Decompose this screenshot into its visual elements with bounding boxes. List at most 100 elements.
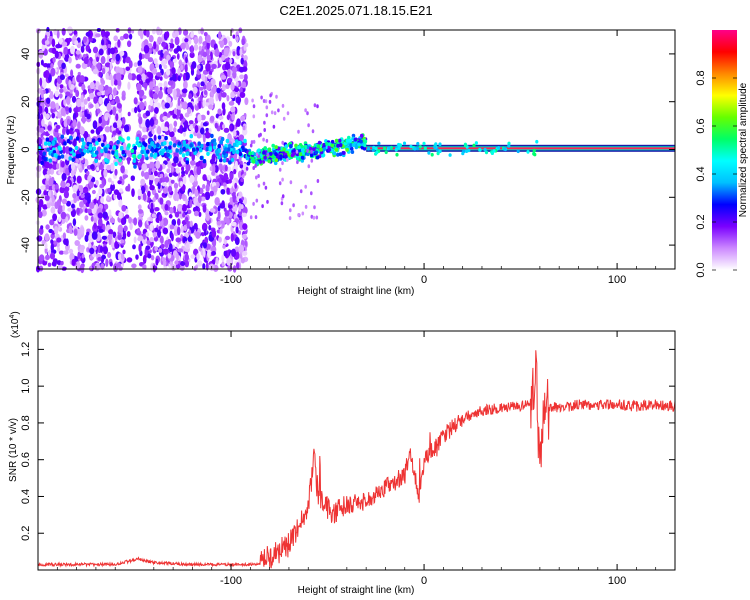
spectrogram-cell [140,32,144,40]
spectrogram-cell [185,151,189,156]
spectrogram-cell [351,143,356,147]
spectrogram-cell [68,248,74,254]
spectrogram-y-axis-label: Frequency (Hz) [6,116,17,185]
spectrogram-cell [197,260,203,267]
spectrogram-cell [231,66,238,73]
spectrogram-cell [56,29,60,39]
spectrogram-cell [241,233,248,240]
spectrogram-cell [83,148,87,154]
spectrogram-cell [79,126,85,136]
spectrogram-cell [228,160,232,165]
spectrogram-cell [101,79,106,85]
spectrogram-cell [145,110,151,117]
spectrogram-cell [288,216,292,221]
spectrogram-cell [220,74,227,80]
spectrogram-cell [200,143,204,149]
spectrogram-cell [316,144,321,149]
spectrogram-cell [148,35,154,43]
spectrogram-cell [142,82,148,88]
spectrogram-cell [138,153,142,159]
spectrogram-cell [171,219,177,226]
spectrogram-cell [229,125,233,131]
spectrogram-cell [233,168,237,175]
spectrogram-cell [172,143,177,148]
spectrogram-cell [366,147,371,151]
spectrogram-cell [168,131,175,138]
spectrogram-cell [214,197,220,206]
spectrogram-cell [94,263,101,271]
spectrogram-cell [182,175,187,185]
spectrogram-cell [73,228,78,236]
spectrogram-cell [232,149,236,155]
spectrogram-cell [264,99,268,104]
spectrogram-cell [168,148,173,154]
spectrogram-cell [180,225,184,234]
spectrogram-cell [225,138,230,144]
spectrogram-cell [56,162,60,170]
spectrogram-cell [138,89,145,97]
spectrogram-cell [281,161,284,166]
spectrogram-cell [430,152,434,157]
spectrogram-cell [106,195,110,201]
spectrogram-cell [156,26,160,36]
spectrogram-cell [75,158,79,164]
spectrogram-cell [146,240,151,245]
spectrogram-cell [232,153,238,160]
spectrogram-cell [307,123,310,128]
spectrogram-cell [235,251,240,260]
spectrogram-cell [202,184,206,189]
spectrogram-cell [363,139,368,144]
spectrogram-cell [304,108,307,113]
spectrogram-cell [111,180,114,186]
spectrogram-cell [65,216,69,223]
spectrogram-cell [222,150,226,156]
spectrogram-cell [64,73,69,78]
spectrogram-cell [95,33,101,38]
spectrogram-cell [243,54,248,62]
spectrogram-y-tick-label: -40 [20,237,32,253]
spectrogram-cell [163,64,168,69]
spectrogram-cell [172,205,177,214]
spectrogram-cell [240,257,246,264]
spectrogram-cell [107,46,111,55]
spectrogram-cell [94,150,99,155]
spectrogram-cell [201,75,206,82]
spectrogram-cell [65,96,71,105]
spectrogram-cell [185,56,188,64]
spectrogram-cell [197,195,202,204]
spectrogram-cell [40,90,44,99]
spectrogram-cell [214,48,220,57]
spectrogram-cell [171,67,176,75]
spectrogram-cell [241,81,247,89]
spectrogram-cell [224,235,231,241]
snr-frame [37,330,676,571]
spectrogram-cell [100,196,105,204]
spectrogram-cell [100,56,106,65]
spectrogram-cell [74,239,80,247]
spectrogram-cell [190,30,195,38]
spectrogram-cell [43,190,48,196]
spectrogram-cell [50,101,56,110]
spectrogram-cell [298,152,303,157]
spectrogram-cell [249,215,253,220]
spectrogram-cell [42,151,47,156]
spectrogram-cell [117,224,123,234]
spectrogram-cell [177,205,182,212]
spectrogram-cell [182,80,188,90]
spectrogram-cell [149,174,155,181]
colorbar-tick-label: 0.8 [695,70,707,85]
spectrogram-cell [184,260,190,268]
spectrogram-cell [229,172,234,181]
spectrogram-cell [102,240,108,245]
spectrogram-cell [131,29,135,34]
spectrogram-cell [196,64,201,70]
spectrogram-cell [83,98,88,105]
spectrogram-cell [208,147,213,152]
spectrogram-cell [215,149,219,154]
spectrogram-cell [191,153,195,161]
spectrogram-cell [63,141,67,146]
spectrogram-cell [263,128,267,132]
spectrogram-cell [136,83,142,92]
spectrogram-cell [81,253,85,259]
spectrogram-cell [43,71,47,78]
